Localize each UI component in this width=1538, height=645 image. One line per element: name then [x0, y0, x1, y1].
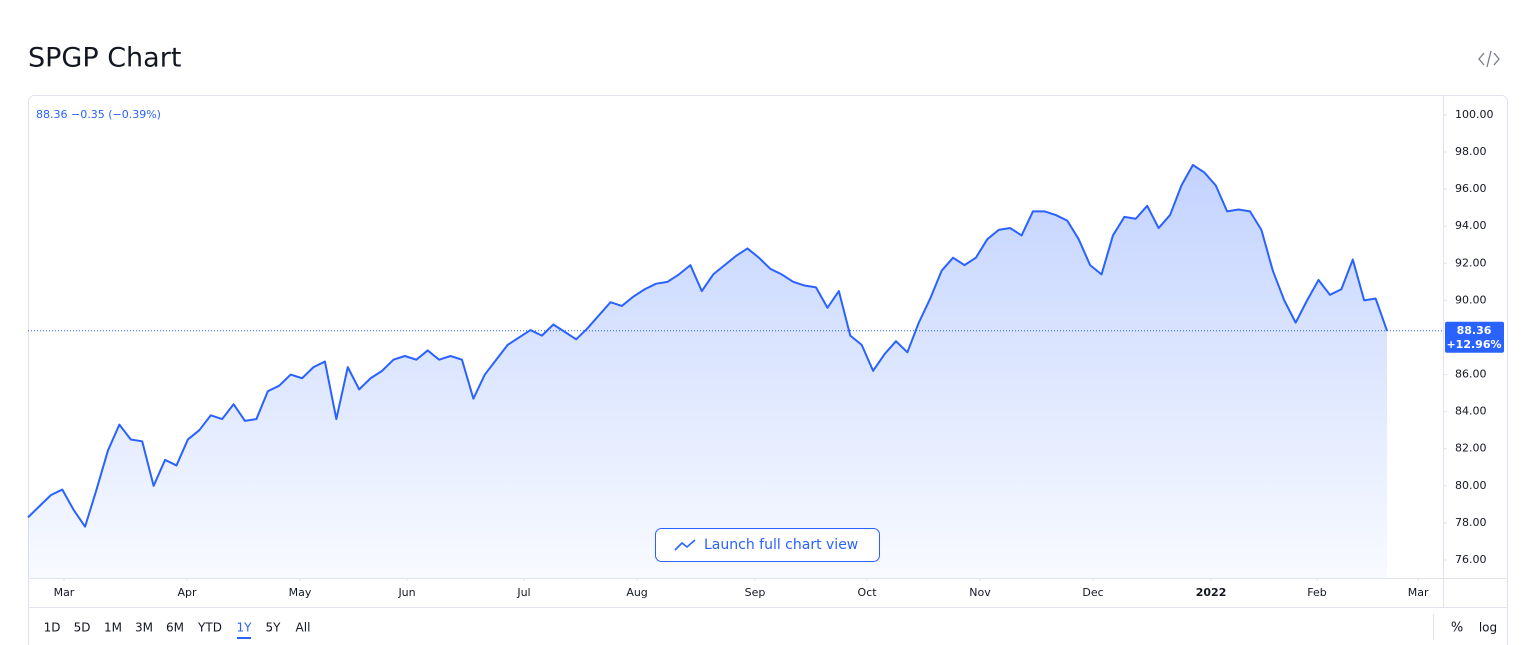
range-button[interactable]: 1Y — [237, 621, 253, 635]
range-button[interactable]: 5D — [74, 621, 91, 635]
x-tick-label: Jul — [516, 586, 530, 599]
launch-button-label: Launch full chart view — [704, 537, 858, 553]
x-tick-label: Aug — [626, 586, 647, 599]
last-price-badge: 88.36+12.96% — [1445, 321, 1504, 353]
launch-button-frame — [655, 528, 880, 562]
x-tick-label: Dec — [1082, 586, 1103, 599]
embed-icon-slash — [1486, 50, 1492, 68]
x-tick-label: May — [289, 586, 312, 599]
legend-change: −0.35 — [71, 108, 105, 121]
y-tick-label: 86.00 — [1455, 368, 1487, 381]
launch-button[interactable]: Launch full chart view — [655, 528, 880, 562]
launch-button-icon — [674, 539, 696, 551]
range-button[interactable]: 6M — [166, 621, 184, 635]
legend-price: 88.36 — [36, 108, 68, 121]
range-button[interactable]: 3M — [135, 621, 153, 635]
y-tick-label: 100.00 — [1455, 108, 1494, 121]
y-tick-label: 92.00 — [1455, 256, 1487, 269]
y-tick-label: 76.00 — [1455, 553, 1487, 566]
percent-toggle[interactable]: % — [1451, 621, 1463, 636]
x-tick-label: Feb — [1307, 586, 1326, 599]
toolbar: 1D 5D 1M 3M 6M YTD 1Y 5Y All — [44, 621, 311, 639]
range-button[interactable]: 1M — [104, 621, 122, 635]
area — [28, 164, 1388, 579]
embed-icon-right — [1493, 52, 1500, 66]
range-button[interactable]: 1D — [44, 621, 61, 635]
x-tick-label: Nov — [969, 586, 991, 599]
x-tick-label: Mar — [54, 586, 75, 599]
y-tick-label: 90.00 — [1455, 293, 1487, 306]
legend: 88.36 −0.35 (−0.39%) — [36, 108, 161, 121]
period-change-label: +12.96% — [1446, 338, 1501, 351]
y-tick-label: 78.00 — [1455, 516, 1487, 529]
chart-frame — [28, 95, 1508, 645]
y-tick-label: 98.00 — [1455, 145, 1487, 158]
page-title: SPGP Chart — [28, 43, 181, 74]
range-button[interactable]: YTD — [197, 621, 222, 635]
price-line — [27, 163, 1388, 528]
y-tick-label: 96.00 — [1455, 182, 1487, 195]
range-button[interactable]: All — [296, 621, 311, 635]
embed-icon[interactable] — [1478, 50, 1500, 68]
y-tick-label: 94.00 — [1455, 219, 1487, 232]
y-tick-label: 80.00 — [1455, 479, 1487, 492]
x-tick-label: 2022 — [1196, 586, 1227, 599]
y-tick-label: 82.00 — [1455, 442, 1487, 455]
plot — [27, 163, 1443, 579]
last-price-badge-bg — [1445, 321, 1504, 353]
x-tick-label: Oct — [858, 586, 878, 599]
x-tick-label: Mar — [1408, 586, 1429, 599]
x-tick-label: Sep — [745, 586, 766, 599]
x-tick-label: Jun — [397, 586, 415, 599]
embed-icon-left — [1478, 52, 1485, 66]
last-price-label: 88.36 — [1457, 324, 1492, 337]
range-button[interactable]: 5Y — [266, 621, 282, 635]
log-toggle[interactable]: log — [1479, 621, 1497, 635]
y-tick-label: 84.00 — [1455, 405, 1487, 418]
x-tick-label: Apr — [177, 586, 197, 599]
legend-change-pct: (−0.39%) — [108, 108, 161, 121]
